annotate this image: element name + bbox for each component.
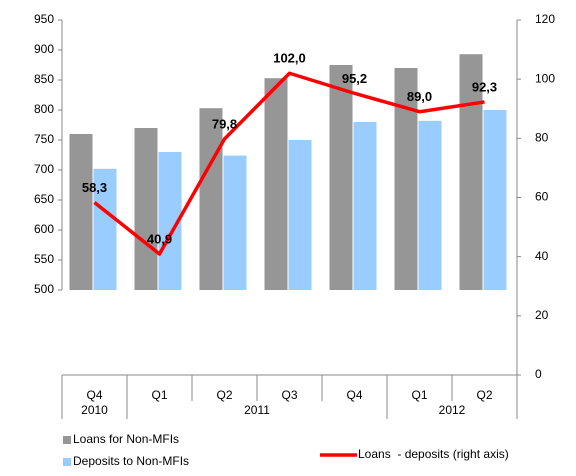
data-label: 102,0 [273, 51, 306, 66]
y-tick-label: 800 [34, 102, 54, 116]
y-tick-label: 950 [34, 12, 54, 26]
x-tick-label: Q4 [346, 388, 362, 402]
x-tick-label: Q4 [86, 388, 102, 402]
bar [394, 68, 418, 290]
y2-tick-label: 80 [535, 131, 549, 145]
data-label: 58,3 [82, 180, 107, 195]
year-label: 2012 [439, 403, 466, 417]
x-tick-label: Q2 [216, 388, 232, 402]
bar [288, 140, 312, 290]
x-tick-label: Q1 [151, 388, 167, 402]
legend-swatch [63, 436, 71, 444]
bar [93, 168, 117, 290]
data-label: 89,0 [407, 89, 432, 104]
x-tick-label: Q2 [476, 388, 492, 402]
line [93, 71, 485, 256]
y2-tick-label: 100 [535, 71, 555, 85]
legend-label: Loans - deposits (right axis) [358, 447, 509, 461]
bar [418, 120, 442, 290]
x-tick-label: Q1 [411, 388, 427, 402]
y-tick-label: 900 [34, 42, 54, 56]
y-tick-label: 750 [34, 132, 54, 146]
y-tick-label: 500 [34, 282, 54, 296]
y-tick-label: 700 [34, 162, 54, 176]
bar [483, 110, 507, 290]
data-label: 95,2 [342, 71, 367, 86]
bar [134, 128, 158, 290]
year-label: 2010 [81, 403, 108, 417]
data-label: 79,8 [212, 116, 237, 131]
y2-tick-label: 120 [535, 12, 555, 26]
bar [353, 122, 377, 290]
legend-label: Loans for Non-MFIs [73, 432, 179, 446]
bar [329, 65, 353, 290]
bar [264, 78, 288, 290]
year-label: 2011 [244, 403, 270, 417]
y2-tick-label: 0 [535, 367, 542, 381]
y-tick-label: 650 [34, 192, 54, 206]
bar [158, 152, 182, 290]
y2-tick-label: 40 [535, 249, 549, 263]
bar [199, 108, 223, 290]
y2-tick-label: 20 [535, 308, 549, 322]
bar [69, 134, 93, 290]
y-tick-label: 600 [34, 222, 54, 236]
x-tick-label: Q3 [281, 388, 297, 402]
bar [459, 54, 483, 291]
y-tick-label: 850 [34, 72, 54, 86]
data-label: 92,3 [472, 79, 497, 94]
legend-swatch [63, 458, 71, 466]
y-tick-label: 550 [34, 252, 54, 266]
data-label: 40,9 [147, 231, 172, 246]
bar [223, 155, 247, 290]
y2-tick-label: 60 [535, 190, 549, 204]
legend-label: Deposits to Non-MFIs [73, 454, 189, 468]
